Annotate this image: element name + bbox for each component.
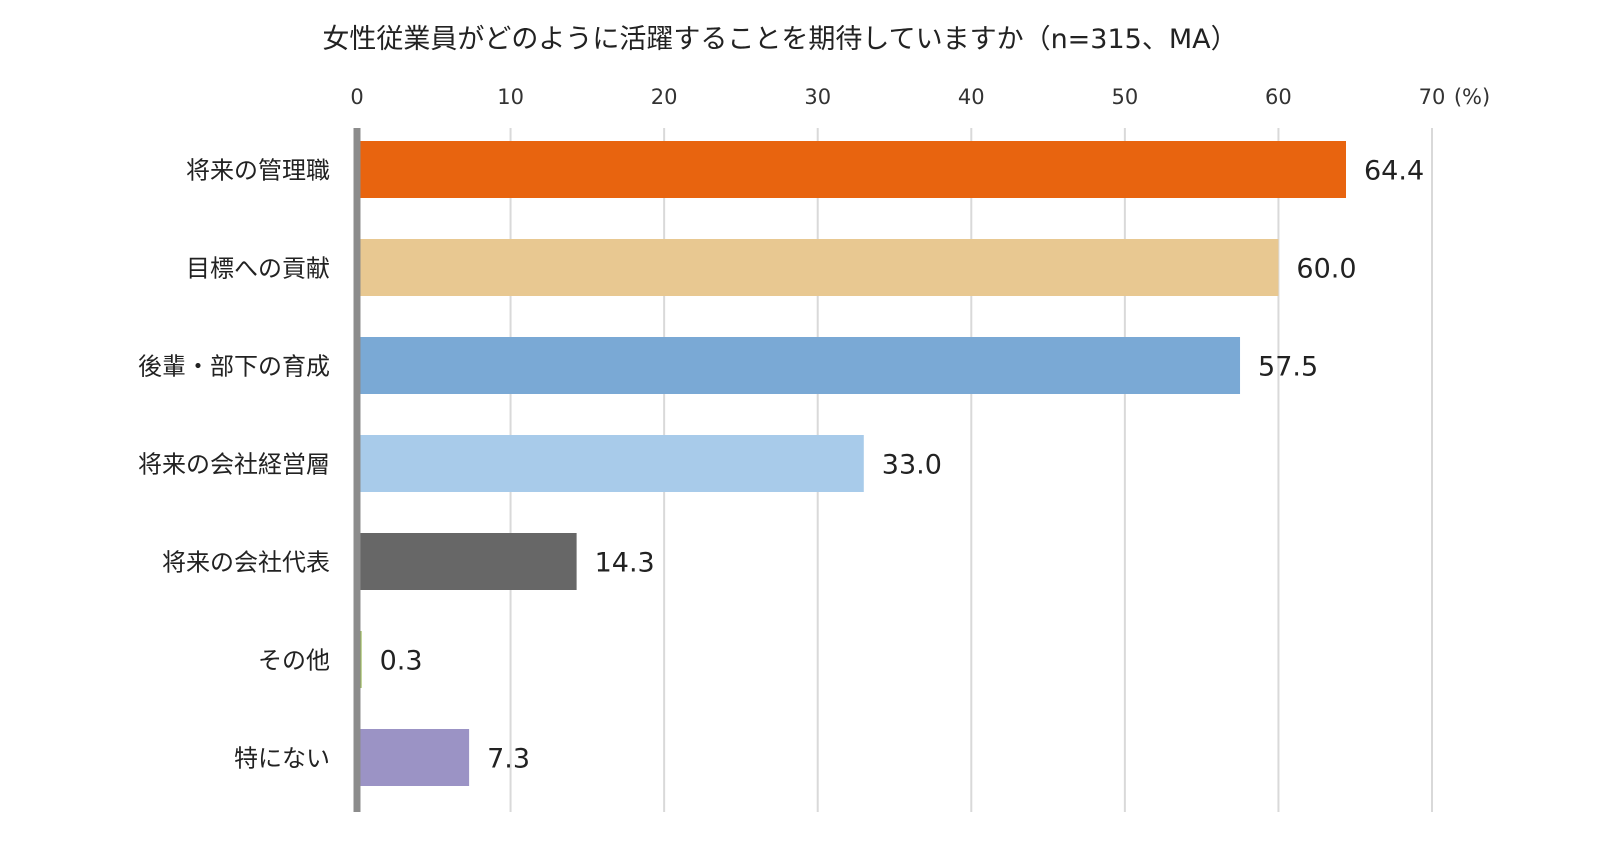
x-tick-label: 40 bbox=[958, 85, 985, 109]
bar bbox=[357, 435, 864, 492]
bar bbox=[357, 533, 577, 590]
x-tick-label: 50 bbox=[1111, 85, 1138, 109]
category-label: 特にない bbox=[234, 745, 330, 773]
bar bbox=[357, 239, 1279, 296]
x-axis-unit-label: (%) bbox=[1454, 85, 1490, 109]
data-label: 7.3 bbox=[487, 744, 530, 775]
bar bbox=[357, 729, 470, 786]
data-label: 64.4 bbox=[1364, 156, 1424, 187]
category-label: 将来の管理職 bbox=[186, 157, 330, 185]
x-tick-label: 0 bbox=[350, 85, 363, 109]
x-tick-label: 20 bbox=[651, 85, 678, 109]
data-label: 60.0 bbox=[1296, 254, 1356, 285]
category-label: 将来の会社代表 bbox=[162, 549, 330, 577]
category-labels: 将来の管理職目標への貢献後輩・部下の育成将来の会社経営層将来の会社代表その他特に… bbox=[138, 157, 330, 773]
x-tick-label: 60 bbox=[1265, 85, 1292, 109]
category-label: その他 bbox=[258, 647, 330, 675]
bar bbox=[357, 337, 1241, 394]
category-label: 目標への貢献 bbox=[186, 255, 330, 283]
data-label: 0.3 bbox=[380, 646, 423, 677]
data-label: 14.3 bbox=[595, 548, 655, 579]
category-label: 将来の会社経営層 bbox=[138, 451, 330, 479]
data-label: 33.0 bbox=[882, 450, 942, 481]
x-axis-ticks: 0 10 20 30 40 50 60 70 bbox=[350, 85, 1445, 109]
data-label: 57.5 bbox=[1258, 352, 1318, 383]
bar bbox=[357, 141, 1346, 198]
value-labels: 64.4 60.0 57.5 33.0 14.3 0.3 7.3 bbox=[380, 156, 1425, 775]
x-tick-label: 10 bbox=[497, 85, 524, 109]
category-label: 後輩・部下の育成 bbox=[138, 353, 330, 381]
x-tick-label: 30 bbox=[804, 85, 831, 109]
chart-title: 女性従業員がどのように活躍することを期待していますか（n=315、MA） bbox=[322, 24, 1237, 55]
x-tick-label: 70 bbox=[1419, 85, 1446, 109]
bars bbox=[357, 141, 1346, 786]
